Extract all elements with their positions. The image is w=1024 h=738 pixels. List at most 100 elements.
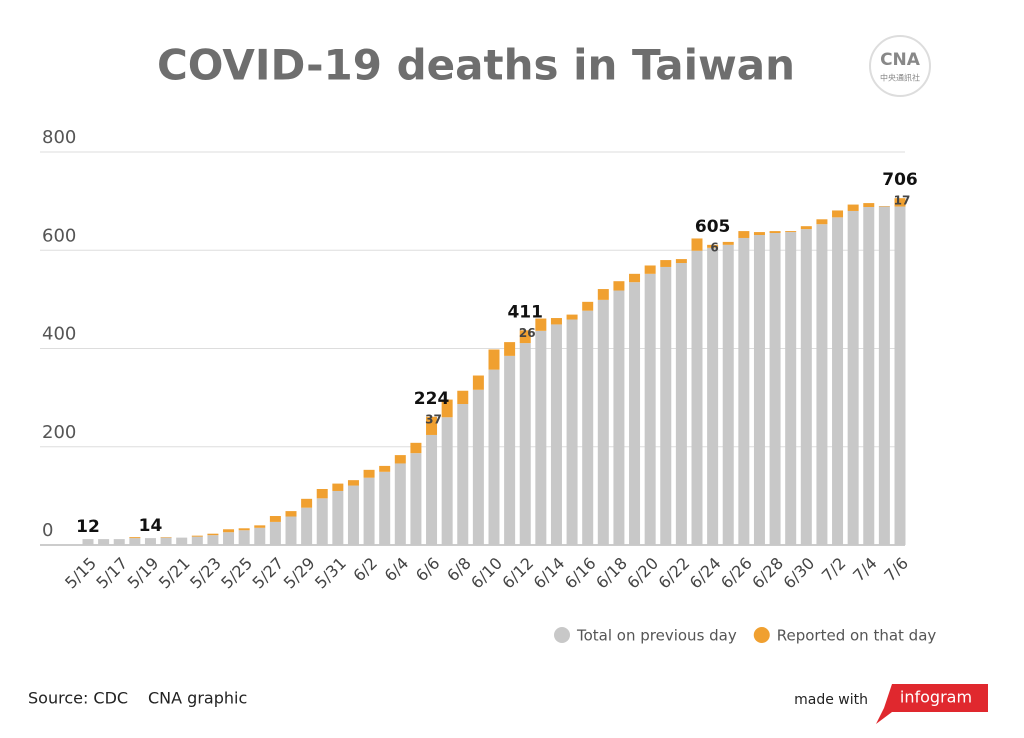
bar-segment <box>504 356 515 545</box>
bar-segment <box>207 535 218 545</box>
total-label: 14 <box>139 516 163 536</box>
bar-segment <box>645 274 656 545</box>
bar-segment <box>738 231 749 238</box>
new-label: 17 <box>894 194 911 208</box>
bar-segment <box>754 235 765 545</box>
bar-segment <box>535 331 546 545</box>
bar-segment <box>832 217 843 545</box>
bar-segment <box>863 207 874 545</box>
bar-segment <box>723 242 734 245</box>
bar-segment <box>192 536 203 537</box>
bar-segment <box>676 263 687 545</box>
bar-segment <box>83 539 94 545</box>
bar-segment <box>660 267 671 545</box>
new-label: 37 <box>425 412 442 426</box>
bar-segment <box>707 248 718 545</box>
bar-segment <box>692 238 703 250</box>
bar-segment <box>598 300 609 545</box>
credit: CNA graphic <box>148 689 247 708</box>
y-tick-label: 400 <box>42 324 76 345</box>
bar-segment <box>692 251 703 545</box>
infogram-text: infogram <box>900 688 972 707</box>
bar-segment <box>129 538 140 545</box>
total-label: 605 <box>695 217 731 237</box>
bar-segment <box>348 480 359 485</box>
bar-segment <box>410 453 421 545</box>
bar-segment <box>567 315 578 320</box>
bar-segment <box>457 404 468 545</box>
made-with: made with <box>794 692 868 708</box>
bar-segment <box>879 207 890 545</box>
bar-segment <box>613 291 624 545</box>
bar-segment <box>567 320 578 545</box>
bar-segment <box>348 486 359 545</box>
bar-segment <box>286 517 297 545</box>
bar-segment <box>301 499 312 508</box>
new-label: 26 <box>519 326 536 340</box>
bar-segment <box>161 538 172 545</box>
bar-segment <box>660 260 671 267</box>
total-label: 706 <box>882 170 918 190</box>
bar-segment <box>426 435 437 545</box>
bar-segment <box>832 210 843 217</box>
bar-segment <box>410 443 421 453</box>
bar-segment <box>286 511 297 516</box>
bar-segment <box>332 491 343 545</box>
bar-segment <box>223 532 234 545</box>
bar-segment <box>551 324 562 545</box>
bar-segment <box>270 522 281 545</box>
bar-segment <box>801 229 812 545</box>
total-label: 12 <box>76 517 100 537</box>
bar-segment <box>395 463 406 545</box>
new-label: 6 <box>710 240 718 254</box>
bar-segment <box>613 281 624 290</box>
bar-segment <box>785 231 796 232</box>
source: Source: CDC <box>28 689 128 708</box>
bar-segment <box>738 238 749 545</box>
total-label: 224 <box>414 389 450 409</box>
bar-segment <box>270 516 281 522</box>
bar-segment <box>301 508 312 545</box>
bar-segment <box>551 318 562 324</box>
bar-segment <box>207 534 218 535</box>
bar-segment <box>129 537 140 538</box>
bar-segment <box>364 470 375 478</box>
bar-segment <box>254 525 265 527</box>
bar-segment <box>317 498 328 545</box>
legend-swatch <box>554 627 570 643</box>
bar-segment <box>801 226 812 229</box>
legend-label: Total on previous day <box>576 627 737 645</box>
bar-segment <box>379 466 390 472</box>
bar-segment <box>629 282 640 545</box>
bar-segment <box>848 211 859 545</box>
y-tick-label: 0 <box>42 520 53 541</box>
bar-segment <box>332 484 343 491</box>
bar-segment <box>770 231 781 233</box>
bar-segment <box>754 232 765 235</box>
bar-segment <box>114 539 125 545</box>
bar-segment <box>489 370 500 545</box>
bar-segment <box>645 265 656 273</box>
bar-segment <box>520 343 531 545</box>
y-tick-label: 200 <box>42 422 76 443</box>
bar-segment <box>364 478 375 545</box>
bar-segment <box>723 245 734 545</box>
bar-segment <box>895 207 906 545</box>
bar-segment <box>504 342 515 356</box>
bar-segment <box>676 259 687 263</box>
bar-segment <box>785 232 796 545</box>
bar-segment <box>489 349 500 369</box>
chart-title: COVID-19 deaths in Taiwan <box>157 41 795 90</box>
bar-segment <box>816 224 827 545</box>
bar-segment <box>239 528 250 530</box>
bar-segment <box>254 528 265 545</box>
bar-segment <box>629 274 640 282</box>
y-tick-label: 800 <box>42 127 76 148</box>
bar-segment <box>379 472 390 545</box>
y-tick-label: 600 <box>42 225 76 246</box>
logo: CNA <box>880 50 921 70</box>
bar-segment <box>816 219 827 224</box>
bar-segment <box>457 391 468 404</box>
bar-segment <box>317 489 328 498</box>
